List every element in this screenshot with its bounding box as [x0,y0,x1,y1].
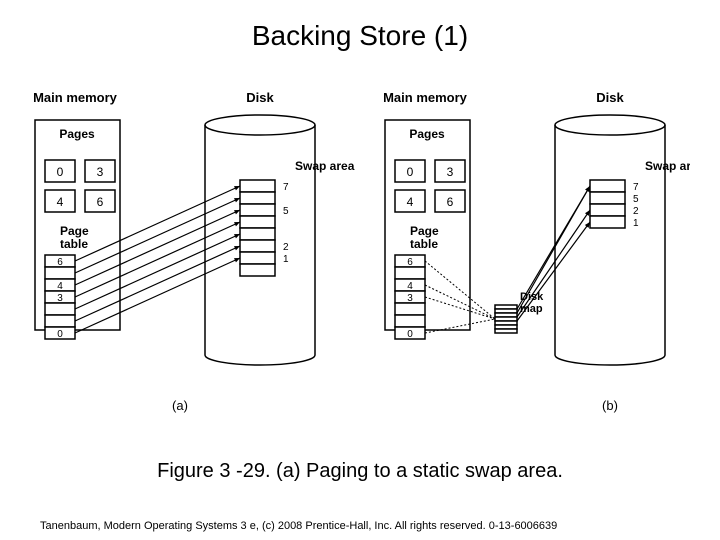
svg-text:Swap area: Swap area [645,159,690,173]
svg-text:Pagetable: Pagetable [410,224,439,251]
svg-text:7: 7 [633,182,639,193]
svg-text:2: 2 [283,242,289,253]
svg-text:3: 3 [97,165,104,179]
svg-text:Disk: Disk [596,90,624,105]
svg-text:Pages: Pages [59,127,95,141]
svg-text:5: 5 [633,194,639,205]
svg-text:3: 3 [447,165,454,179]
svg-text:6: 6 [447,195,454,209]
figure-caption: Figure 3 -29. (a) Paging to a static swa… [0,460,720,483]
diagram-container: Main memory Pages 0 3 4 6 Pagetable 6 4 3 0 Disk Swa… [30,90,690,430]
svg-text:5: 5 [283,206,289,217]
svg-text:1: 1 [633,218,639,229]
svg-text:Pages: Pages [409,127,445,141]
svg-text:4: 4 [57,195,64,209]
svg-text:(a): (a) [172,398,188,413]
diagram-svg: Main memory Pages 0 3 4 6 Pagetable 6 4 3 0 Disk Swa… [30,90,690,430]
svg-text:Swap area: Swap area [295,159,355,173]
svg-text:4: 4 [407,195,414,209]
svg-text:0: 0 [57,329,63,340]
page-title: Backing Store (1) [0,20,720,52]
svg-text:1: 1 [283,254,289,265]
svg-text:Main memory: Main memory [33,90,118,105]
svg-text:Disk: Disk [246,90,274,105]
svg-text:0: 0 [57,165,64,179]
svg-text:0: 0 [407,165,414,179]
svg-text:7: 7 [283,182,289,193]
svg-text:2: 2 [633,206,639,217]
svg-text:Pagetable: Pagetable [60,224,89,251]
svg-text:(b): (b) [602,398,618,413]
copyright-footer: Tanenbaum, Modern Operating Systems 3 e,… [40,520,557,532]
svg-text:6: 6 [97,195,104,209]
svg-text:0: 0 [407,329,413,340]
svg-text:Main memory: Main memory [383,90,468,105]
